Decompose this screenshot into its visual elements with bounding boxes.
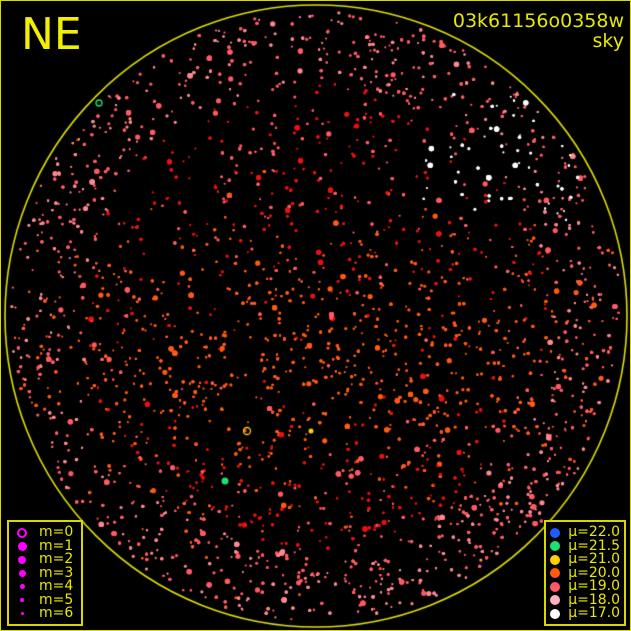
image-title: 03k61156o0358w sky — [453, 11, 624, 51]
brightness-legend-row: μ=17.0 — [550, 605, 620, 622]
brightness-label: μ=21.0 — [568, 551, 620, 568]
magnitude-symbol-icon — [13, 584, 31, 590]
brightness-label: μ=19.0 — [568, 578, 620, 595]
brightness-legend: μ=22.0 μ=21.5 μ=21.0 μ=20.0 μ=19.0 μ=18.0 μ=17… — [544, 520, 626, 626]
image-subtitle: sky — [592, 30, 624, 52]
magnitude-symbol-icon — [13, 527, 31, 538]
brightness-label: μ=22.0 — [568, 524, 620, 541]
magnitude-symbol-icon — [13, 612, 31, 616]
brightness-legend-row: μ=18.0 — [550, 591, 620, 608]
brightness-color-icon — [550, 608, 561, 619]
magnitude-label: m=5 — [39, 591, 74, 608]
brightness-label: μ=21.5 — [568, 537, 620, 554]
magnitude-legend-row: m=2 — [13, 551, 77, 568]
magnitude-legend-row: m=4 — [13, 578, 77, 595]
brightness-legend-row: μ=21.0 — [550, 551, 620, 568]
brightness-legend-row: μ=22.0 — [550, 524, 620, 541]
brightness-color-icon — [550, 527, 561, 538]
magnitude-symbol-icon — [13, 541, 31, 551]
magnitude-label: m=2 — [39, 551, 74, 568]
magnitude-symbol-icon — [13, 555, 31, 564]
brightness-color-icon — [550, 568, 561, 579]
image-id: 03k61156o0358w — [452, 10, 624, 32]
magnitude-label: m=0 — [39, 524, 74, 541]
magnitude-legend-row: m=6 — [13, 605, 77, 622]
brightness-color-icon — [550, 541, 561, 552]
brightness-label: μ=20.0 — [568, 564, 620, 581]
magnitude-label: m=6 — [39, 605, 74, 622]
brightness-label: μ=18.0 — [568, 591, 620, 608]
brightness-label: μ=17.0 — [568, 605, 620, 622]
magnitude-legend: m=0 m=1 m=2 m=3 m=4 m=5 m=6 — [7, 520, 83, 626]
direction-label: NE — [21, 9, 82, 60]
magnitude-label: m=3 — [39, 564, 74, 581]
magnitude-symbol-icon — [13, 569, 31, 577]
brightness-legend-row: μ=19.0 — [550, 578, 620, 595]
magnitude-symbol-icon — [13, 598, 31, 603]
magnitude-legend-row: m=0 — [13, 524, 77, 541]
magnitude-legend-row: m=5 — [13, 591, 77, 608]
magnitude-legend-row: m=1 — [13, 537, 77, 554]
magnitude-legend-row: m=3 — [13, 564, 77, 581]
magnitude-label: m=4 — [39, 578, 74, 595]
brightness-color-icon — [550, 554, 561, 565]
brightness-color-icon — [550, 595, 561, 606]
brightness-color-icon — [550, 581, 561, 592]
brightness-legend-row: μ=20.0 — [550, 564, 620, 581]
magnitude-label: m=1 — [39, 537, 74, 554]
brightness-legend-row: μ=21.5 — [550, 537, 620, 554]
